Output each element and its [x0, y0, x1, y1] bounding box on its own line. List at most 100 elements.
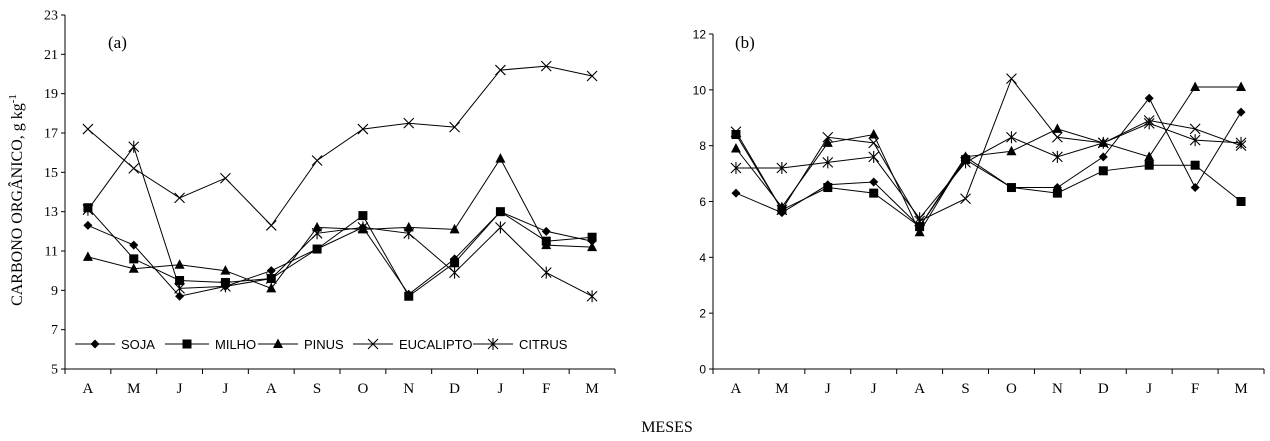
panel-a-point-citrus [403, 227, 415, 240]
panel-b-series-line-citrus [736, 122, 1242, 220]
panel-b-chart: 0 2 4 6 8 10 12 A M J J A S O N D J F M (b) [693, 28, 1265, 397]
legend-label-soja: SOJA [121, 337, 155, 352]
panel-b-xtick-label: N [1052, 381, 1063, 397]
panel-a-point-soja [175, 291, 185, 301]
panel-b-xtick-label: F [1191, 381, 1199, 397]
panel-b-point-citrus [914, 212, 926, 225]
panel-b-point-milho [731, 130, 741, 139]
panel-b-point-milho [823, 183, 833, 193]
panel-a-ytick-label: 17 [44, 127, 58, 142]
panel-a-ytick-label: 21 [44, 48, 58, 63]
panel-a-ytick-label: 5 [51, 363, 58, 378]
panel-b-point-citrus [1235, 136, 1247, 149]
panel-b-ytick-label: 8 [699, 139, 706, 153]
panel-a-xtick-label: S [313, 381, 321, 397]
legend-marker-pinus [273, 338, 283, 348]
panel-b-point-pinus [914, 226, 925, 237]
panel-b-xtick-label: A [914, 381, 925, 397]
panel-b-series-milho [731, 130, 1246, 232]
panel-b-xtick-label: J [1146, 381, 1152, 397]
panel-a-point-pinus [312, 221, 323, 232]
panel-a-point-eucalipto [311, 155, 323, 166]
panel-a-xtick-label: M [127, 381, 140, 397]
panel-b-point-soja [869, 177, 879, 187]
panel-b-point-eucalipto [868, 137, 880, 149]
legend-label-citrus: CITRUS [519, 337, 568, 352]
panel-a-point-eucalipto [586, 70, 598, 82]
panel-b-series-eucalipto [730, 73, 1247, 227]
panel-a-point-eucalipto [82, 123, 94, 135]
panel-b-point-citrus [1143, 117, 1155, 130]
panel-b-point-eucalipto [1189, 123, 1201, 135]
panel-a-point-eucalipto [449, 121, 460, 133]
panel-b-point-citrus [730, 162, 742, 174]
panel-a-point-milho [175, 276, 185, 285]
ylabel-a-text: CARBONO ORGÂNICO, g kg [7, 103, 26, 306]
panel-a-ytick-label: 13 [44, 205, 58, 220]
panel-b-point-eucalipto [730, 126, 742, 138]
panel-a-point-milho [358, 211, 368, 221]
panel-a-point-pinus [266, 282, 277, 293]
panel-b-point-eucalipto [776, 204, 788, 216]
panel-a-xtick-label: D [449, 381, 460, 397]
panel-b-series-pinus [730, 81, 1247, 237]
panel-b-xtick-label: O [1006, 381, 1017, 397]
panel-a-xtick-label: N [403, 381, 414, 397]
panel-b-ytick-label: 6 [699, 195, 706, 209]
panel-a-point-pinus [82, 251, 93, 261]
panel-b-series-line-milho [735, 134, 1242, 228]
panel-a-xtick-label: J [222, 381, 228, 397]
panel-a-point-soja [129, 240, 139, 250]
panel-a-point-eucalipto [357, 123, 369, 135]
panel-a-ytick-label: 7 [51, 323, 58, 338]
panel-b-point-soja [1098, 152, 1108, 162]
legend-label-eucalipto: EUCALIPTO [399, 337, 472, 352]
panel-a-series-line-pinus [87, 157, 593, 290]
panel-a-point-milho [404, 291, 414, 301]
panel-a-point-soja [266, 266, 276, 276]
panel-b-point-soja [1236, 107, 1246, 117]
panel-b-point-citrus [1006, 131, 1017, 144]
panel-b-point-citrus [1189, 134, 1201, 147]
legend-marker-milho [182, 339, 192, 349]
panel-a-point-pinus [403, 221, 414, 232]
panel-b-ytick-label: 0 [699, 363, 706, 377]
panel-a-point-eucalipto [540, 60, 552, 72]
panel-b-point-pinus [822, 137, 833, 147]
panel-a-series-line-eucalipto [87, 65, 593, 227]
panel-a-point-citrus [357, 221, 369, 234]
panel-b-xtick-label: M [775, 381, 788, 397]
panel-b-point-eucalipto [1051, 131, 1063, 143]
legend: SOJA MILHO PINUS EUCALIPTO CITRUS [75, 337, 568, 352]
panel-a-xtick-label: J [497, 381, 503, 397]
panel-a-point-pinus [541, 239, 552, 250]
panel-b-ytick-label: 4 [699, 251, 706, 265]
panel-a-point-pinus [174, 259, 185, 269]
panel-b-point-pinus [868, 129, 879, 139]
panel-b-point-soja [731, 188, 741, 198]
panel-a-ytick-label: 15 [44, 166, 58, 181]
panel-b-point-citrus [822, 156, 834, 169]
legend-marker-eucalipto [367, 338, 379, 350]
panel-a-ytick-label: 23 [44, 9, 58, 24]
panel-a-series-milho [83, 203, 597, 301]
panel-b-series-line-eucalipto [735, 77, 1242, 222]
panel-b-point-pinus [776, 201, 787, 212]
panel-b-point-milho [915, 222, 925, 232]
panel-a-series-citrus [82, 140, 598, 303]
panel-b-point-milho [869, 188, 879, 198]
panel-a-point-soja [83, 220, 93, 230]
panel-a-point-milho [312, 244, 322, 254]
panel-b-point-eucalipto [822, 131, 834, 143]
panel-b-xtick-label: M [1234, 381, 1247, 397]
panel-a-label: (a) [108, 33, 127, 52]
panel-a-point-milho [495, 207, 505, 217]
panel-a-point-citrus [174, 282, 185, 295]
panel-a-xtick-label: A [266, 381, 277, 397]
panel-b-ytick-label: 10 [693, 83, 707, 97]
panel-b-point-milho [1006, 183, 1016, 193]
legend-marker-soja [90, 339, 100, 349]
panel-a-point-pinus [587, 241, 598, 252]
panel-b-xtick-label: A [731, 381, 742, 397]
